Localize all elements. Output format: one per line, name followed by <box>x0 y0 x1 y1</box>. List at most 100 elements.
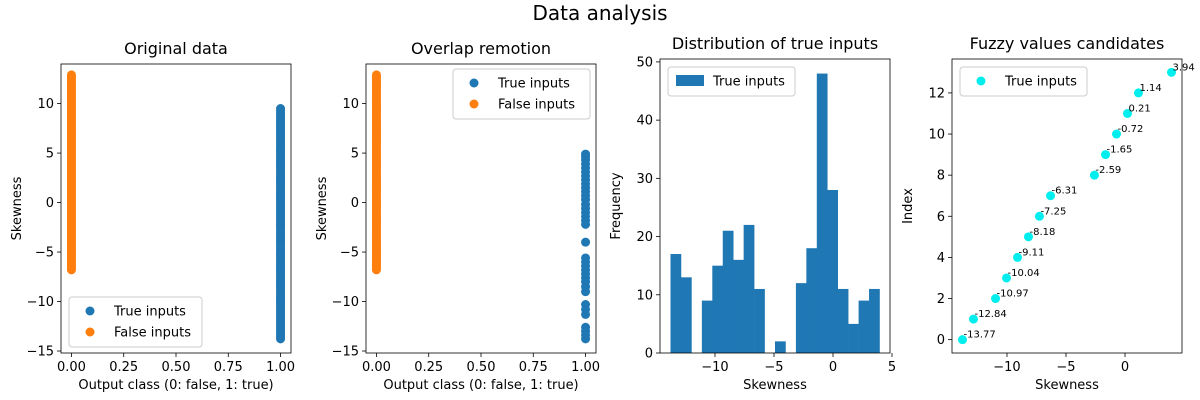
y-tick-label: 20 <box>636 230 653 245</box>
y-tick-label: 4 <box>937 251 945 266</box>
legend: True inputs False inputs <box>68 296 203 348</box>
x-tick-label: −5 <box>764 360 783 375</box>
x-tick-label: 0.75 <box>214 360 243 375</box>
point-label: -10.04 <box>1008 268 1040 279</box>
chart-panel-4: Fuzzy values candidates -13.77 -12.84 -10.9… <box>901 34 1195 393</box>
scatter-point <box>968 314 978 324</box>
scatter-point <box>276 104 286 114</box>
y-tick-label: 10 <box>636 288 653 303</box>
histogram-bar <box>795 283 807 353</box>
y-tick-label: 10 <box>342 97 359 112</box>
y-tick-label: −10 <box>27 295 54 310</box>
x-axis-label: Skewness <box>743 378 807 393</box>
histogram-bar <box>680 277 692 353</box>
legend-swatch <box>676 75 704 86</box>
x-tick-label: 0.00 <box>57 360 86 375</box>
y-tick-label: −5 <box>35 246 54 261</box>
legend-label: True inputs <box>113 305 186 320</box>
point-label: -13.77 <box>964 330 996 341</box>
x-axis-label: Skewness <box>1035 378 1099 393</box>
y-tick-label: 8 <box>937 169 945 184</box>
histogram-bar <box>848 323 859 353</box>
histogram-bar <box>743 224 755 353</box>
scatter-point <box>1101 150 1111 160</box>
y-tick-label: 5 <box>46 147 54 162</box>
x-axis-label: Output class (0: false, 1: true) <box>78 378 273 393</box>
histogram-bar <box>806 248 818 353</box>
x-tick-label: 0.25 <box>109 360 138 375</box>
point-label: 1.14 <box>1139 83 1161 94</box>
y-axis-label: Skewness <box>315 176 330 240</box>
scatter-point <box>1012 252 1022 262</box>
scatter-point <box>958 335 968 345</box>
plot-marks <box>371 70 591 344</box>
scatter-point <box>66 70 76 80</box>
x-tick-label: 0.75 <box>519 360 548 375</box>
legend-box <box>667 66 796 97</box>
histogram-bar <box>722 230 734 353</box>
scatter-point <box>581 219 591 229</box>
point-label: -8.18 <box>1029 227 1055 238</box>
y-tick-label: 12 <box>928 86 945 101</box>
scatter-point <box>1122 108 1132 118</box>
y-tick-label: −15 <box>332 345 359 360</box>
y-tick-label: −10 <box>332 295 359 310</box>
scatter-point <box>1002 273 1012 283</box>
scatter-point <box>581 237 591 247</box>
histogram-bar <box>701 300 713 353</box>
panel-title: Overlap remotion <box>411 39 551 58</box>
legend: True inputs <box>667 66 796 97</box>
plot-marks <box>66 70 286 344</box>
scatter-point <box>1034 211 1044 221</box>
scatter-point <box>371 70 381 80</box>
y-tick-label: 10 <box>37 97 54 112</box>
point-label: -9.11 <box>1018 247 1044 258</box>
y-axis-label: Frequency <box>609 172 624 239</box>
scatter-point <box>991 294 1001 304</box>
histogram-bar <box>869 288 880 353</box>
legend-box <box>452 68 591 120</box>
y-tick-label: 6 <box>937 210 945 225</box>
panel-title: Fuzzy values candidates <box>970 34 1165 53</box>
histogram-bar <box>754 288 765 353</box>
point-label: -7.25 <box>1040 206 1066 217</box>
y-tick-label: −15 <box>27 345 54 360</box>
histogram-bar <box>775 341 786 353</box>
x-tick-label: 0.00 <box>362 360 391 375</box>
x-tick-label: 0.50 <box>162 360 191 375</box>
plot-marks <box>670 73 880 354</box>
legend-box <box>68 296 203 348</box>
scatter-point <box>581 334 591 344</box>
x-tick-label: 0.50 <box>467 360 496 375</box>
scatter-point <box>1023 232 1033 242</box>
x-tick-label: 5 <box>888 360 896 375</box>
scatter-point <box>1133 88 1143 98</box>
y-tick-label: 40 <box>636 114 653 129</box>
point-label: -0.72 <box>1118 124 1144 135</box>
histogram-bar <box>712 265 724 353</box>
legend-marker <box>85 327 95 337</box>
scatter-point <box>1089 170 1099 180</box>
chart-panel-1: Original data 0.00 0.25 0.50 0.75 1.00 −15 −10 −… <box>10 39 295 393</box>
plot-frame <box>659 58 891 354</box>
x-tick-label: −10 <box>701 360 728 375</box>
panel-title: Distribution of true inputs <box>672 34 878 53</box>
point-label: -1.65 <box>1107 145 1133 156</box>
y-tick-label: 30 <box>636 172 653 187</box>
legend-label: True inputs <box>712 75 785 90</box>
chart-panel-2: Overlap remotion 0.00 0.25 0.50 0.75 1.00 −15 −… <box>315 39 600 393</box>
y-tick-label: 5 <box>351 147 359 162</box>
y-tick-label: 0 <box>645 347 653 362</box>
point-label: 3.94 <box>1172 62 1194 73</box>
y-tick-label: 0 <box>937 333 945 348</box>
scatter-point <box>581 287 591 297</box>
x-tick-label: 0 <box>829 360 837 375</box>
legend-marker <box>469 99 479 109</box>
figure-title: Data analysis <box>532 1 667 25</box>
histogram-bar <box>827 189 838 353</box>
y-axis-label: Skewness <box>10 176 25 240</box>
x-axis-label: Output class (0: false, 1: true) <box>383 378 578 393</box>
x-tick-label: −5 <box>1056 360 1075 375</box>
histogram-bar <box>733 259 744 353</box>
